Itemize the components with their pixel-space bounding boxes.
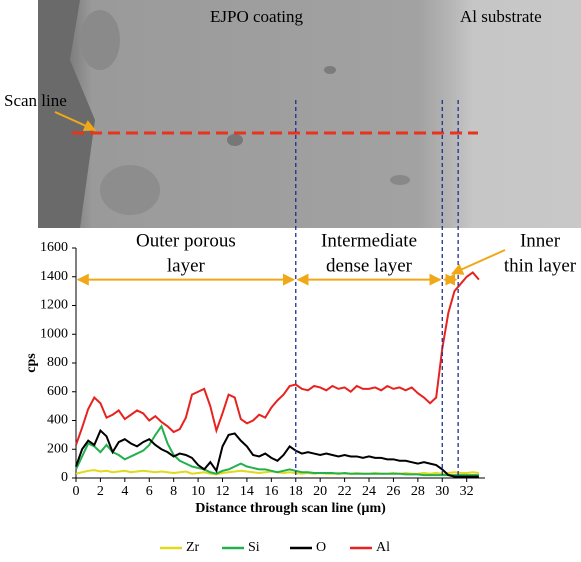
x-tick-label: 6 (146, 484, 153, 499)
y-tick-label: 1600 (40, 240, 68, 255)
legend-label: Al (376, 540, 390, 555)
x-tick-label: 12 (216, 484, 230, 499)
series-line (75, 271, 480, 446)
x-tick-label: 18 (289, 484, 303, 499)
annotation: thin layer (504, 255, 577, 276)
x-tick-label: 30 (435, 484, 449, 499)
x-tick-label: 22 (338, 484, 352, 499)
legend-label: Si (248, 540, 260, 555)
x-tick-label: 2 (97, 484, 104, 499)
annotation: layer (167, 255, 206, 276)
x-tick-label: 16 (264, 484, 278, 499)
series-line (75, 424, 479, 477)
y-tick-label: 800 (47, 355, 68, 370)
annotation: Intermediate (321, 230, 417, 251)
y-axis-label: cps (24, 353, 39, 373)
y-tick-label: 1400 (40, 269, 68, 284)
annotation: Outer porous (136, 230, 236, 251)
y-tick-label: 1000 (40, 326, 68, 341)
y-tick-label: 200 (47, 441, 68, 456)
y-tick-label: 400 (47, 413, 68, 428)
x-tick-label: 8 (170, 484, 177, 499)
image-label: Al substrate (460, 7, 542, 26)
image-label: EJPO coating (210, 7, 304, 26)
y-tick-label: 0 (61, 470, 68, 485)
x-tick-label: 0 (73, 484, 80, 499)
y-tick-label: 600 (47, 384, 68, 399)
y-tick-label: 1200 (40, 298, 68, 313)
annotation-pointer (451, 249, 506, 275)
annotation: Inner (520, 230, 561, 251)
x-tick-label: 10 (191, 484, 205, 499)
x-tick-label: 26 (386, 484, 400, 499)
x-tick-label: 32 (460, 484, 474, 499)
x-tick-label: 20 (313, 484, 327, 499)
sem-image: EJPO coating Al substrate Scan line (4, 0, 581, 228)
x-tick-label: 4 (121, 484, 128, 499)
image-label: Scan line (4, 91, 67, 110)
x-tick-label: 28 (411, 484, 425, 499)
legend-label: O (316, 540, 326, 555)
legend-label: Zr (186, 540, 200, 555)
x-tick-label: 24 (362, 484, 376, 499)
x-axis-label: Distance through scan line (µm) (195, 501, 386, 516)
annotation: dense layer (326, 255, 413, 276)
x-tick-label: 14 (240, 484, 254, 499)
series-line (75, 428, 479, 478)
